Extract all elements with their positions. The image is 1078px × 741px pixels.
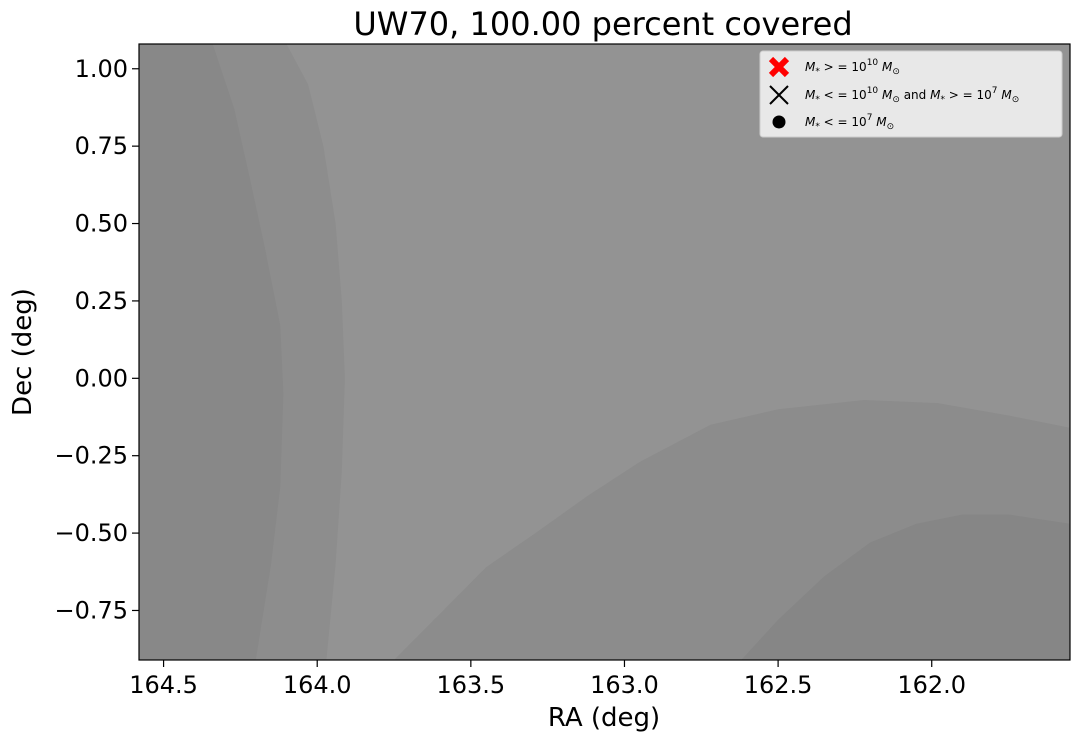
y-tick-label: 0.75 <box>75 132 128 160</box>
y-tick-label: 0.25 <box>75 287 128 315</box>
legend-label: M* < = 1010 M⊙ and M* > = 107 M⊙ <box>805 86 1019 105</box>
coverage-region-2 <box>139 44 284 660</box>
y-tick-label: −0.50 <box>54 519 128 547</box>
legend-marker-circle <box>772 115 786 129</box>
chart-title: UW70, 100.00 percent covered <box>353 5 852 43</box>
legend-box <box>759 50 1063 138</box>
x-tick-label: 162.0 <box>897 671 966 699</box>
x-tick-label: 163.5 <box>436 671 505 699</box>
x-axis-label: RA (deg) <box>548 703 660 733</box>
legend-entry-3: M* < = 107 M⊙ <box>772 113 894 132</box>
y-axis-label: Dec (deg) <box>8 288 38 416</box>
y-tick-label: 0.00 <box>75 364 128 392</box>
legend-label: M* < = 107 M⊙ <box>805 113 894 132</box>
legend-label: M* > = 1010 M⊙ <box>805 58 900 77</box>
coverage-region-4 <box>741 514 1070 660</box>
legend-marker-filled-x <box>768 56 790 78</box>
y-tick-label: −0.25 <box>54 442 128 470</box>
x-tick-label: 164.0 <box>283 671 352 699</box>
y-tick-label: 0.50 <box>75 210 128 238</box>
y-tick-label: 1.00 <box>75 55 128 83</box>
legend-entry-2: M* < = 1010 M⊙ and M* > = 107 M⊙ <box>769 85 1019 105</box>
y-tick-label: −0.75 <box>54 596 128 624</box>
legend: M* > = 1010 M⊙ M* < = 1010 M⊙ and M* > = … <box>759 50 1063 138</box>
legend-marker-x <box>769 85 789 105</box>
legend-entry-1: M* > = 1010 M⊙ <box>768 56 900 78</box>
x-tick-label: 162.5 <box>744 671 813 699</box>
plot-frame <box>138 43 1071 661</box>
x-tick-label: 164.5 <box>129 671 198 699</box>
x-tick-label: 163.0 <box>590 671 659 699</box>
